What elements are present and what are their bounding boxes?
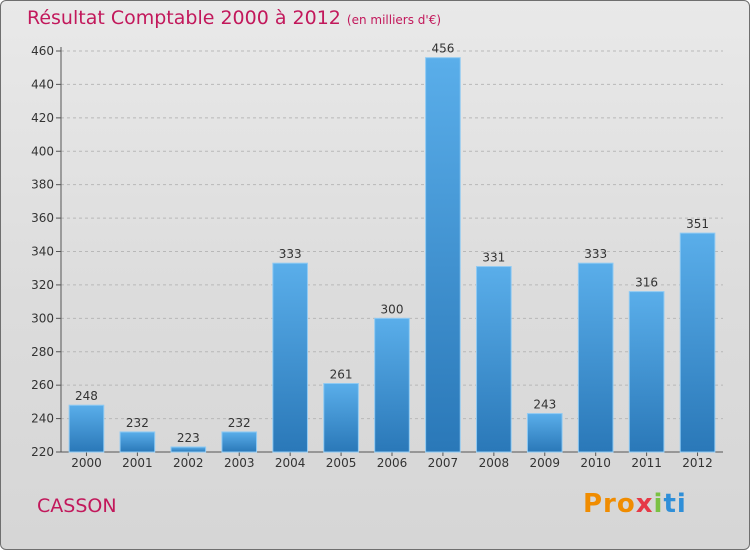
y-tick-label: 340 — [31, 245, 54, 259]
bar-2009 — [526, 413, 563, 453]
bar-2011 — [628, 291, 665, 453]
y-tick-label: 260 — [31, 378, 54, 392]
x-tick-label-2000: 2000 — [71, 456, 102, 470]
data-label-2009: 243 — [533, 398, 556, 412]
x-tick-label-2010: 2010 — [580, 456, 611, 470]
logo-part-2: x — [635, 489, 654, 519]
x-tick-label-2009: 2009 — [529, 456, 560, 470]
y-tick-label: 360 — [31, 211, 54, 225]
bar-2005 — [323, 382, 359, 453]
place-name: CASSON — [37, 495, 117, 517]
x-tick-label-2012: 2012 — [682, 456, 713, 470]
x-tick-label-2001: 2001 — [122, 456, 153, 470]
bar-2003 — [221, 431, 258, 453]
bar-2001 — [119, 431, 156, 453]
bar-2012 — [679, 232, 716, 453]
x-tick-label-2008: 2008 — [479, 456, 510, 470]
data-label-2006: 300 — [381, 302, 404, 316]
data-label-2005: 261 — [330, 367, 353, 381]
bar-2004 — [272, 262, 308, 453]
x-tick-label-2011: 2011 — [631, 456, 662, 470]
data-label-2004: 333 — [279, 247, 302, 261]
chart-title: Résultat Comptable 2000 à 2012 (en millie… — [27, 7, 441, 29]
y-tick-label: 420 — [31, 111, 54, 125]
data-label-2007: 456 — [431, 42, 454, 56]
bar-2000 — [68, 404, 105, 453]
y-tick-label: 300 — [31, 311, 54, 325]
x-tick-label-2005: 2005 — [326, 456, 357, 470]
logo-part-4: ti — [663, 489, 687, 519]
y-tick-label: 460 — [31, 44, 54, 58]
x-tick-label-2007: 2007 — [428, 456, 459, 470]
y-tick-label: 380 — [31, 178, 54, 192]
bar-2007 — [425, 57, 461, 453]
data-label-2003: 232 — [228, 416, 251, 430]
data-label-2001: 232 — [126, 416, 149, 430]
data-label-2002: 223 — [177, 431, 200, 445]
data-label-2012: 351 — [686, 217, 709, 231]
y-tick-label: 280 — [31, 345, 54, 359]
x-tick-label-2006: 2006 — [377, 456, 408, 470]
logo-part-3: i — [653, 489, 664, 519]
chart-subtitle: (en milliers d'€) — [346, 13, 442, 27]
logo-part-1: Pro — [583, 489, 636, 519]
axis-layer: 220 240 260 280 300 320 340 360 380 400 420 440 460 2… — [31, 44, 723, 470]
x-tick-label-2003: 2003 — [224, 456, 255, 470]
y-tick-label: 400 — [31, 144, 54, 158]
chart-title-text: Résultat Comptable 2000 à 2012 — [27, 7, 341, 29]
y-tick-label: 220 — [31, 445, 54, 459]
bar-layer: 248 232 223 232 333 261 300 456 331 243 333 316 351 — [68, 42, 716, 453]
x-tick-label-2002: 2002 — [173, 456, 204, 470]
y-tick-label: 320 — [31, 278, 54, 292]
y-tick-label: 240 — [31, 412, 54, 426]
bar-2002 — [170, 446, 207, 453]
data-label-2000: 248 — [75, 389, 98, 403]
x-tick-label-2004: 2004 — [275, 456, 306, 470]
data-label-2008: 331 — [482, 251, 505, 265]
proxiti-logo[interactable]: Proxiti — [583, 489, 687, 519]
data-label-2010: 333 — [584, 247, 607, 261]
bar-2006 — [374, 317, 410, 453]
data-label-2011: 316 — [635, 276, 658, 290]
bar-2010 — [577, 262, 614, 453]
bar-2008 — [476, 266, 512, 453]
y-tick-label: 440 — [31, 77, 54, 91]
